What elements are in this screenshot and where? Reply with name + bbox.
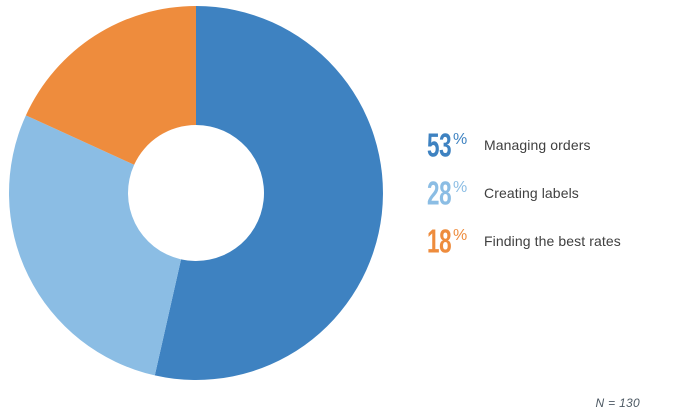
legend-percentage: 53 xyxy=(427,126,452,164)
percent-sign: % xyxy=(453,131,468,148)
chart-legend: 53 % Managing orders 28 % Creating label… xyxy=(427,121,621,265)
legend-percentage: 28 xyxy=(427,174,452,212)
donut-segment-creating-labels xyxy=(9,115,182,376)
legend-value: 18 % xyxy=(427,225,484,258)
legend-value: 28 % xyxy=(427,177,484,210)
legend-percentage: 18 xyxy=(427,222,452,260)
legend-item-finding-best-rates: 18 % Finding the best rates xyxy=(427,217,621,265)
legend-item-managing-orders: 53 % Managing orders xyxy=(427,121,621,169)
legend-item-creating-labels: 28 % Creating labels xyxy=(427,169,621,217)
legend-label: Finding the best rates xyxy=(484,233,621,249)
donut-segment-finding-best-rates xyxy=(25,6,197,165)
legend-value: 53 % xyxy=(427,129,484,162)
donut-chart xyxy=(9,6,383,380)
donut-segment-managing-orders xyxy=(154,6,383,380)
percent-sign: % xyxy=(453,179,468,196)
percent-sign: % xyxy=(453,227,468,244)
legend-label: Managing orders xyxy=(484,137,591,153)
sample-size-note: N = 130 xyxy=(595,396,640,410)
legend-label: Creating labels xyxy=(484,185,579,201)
